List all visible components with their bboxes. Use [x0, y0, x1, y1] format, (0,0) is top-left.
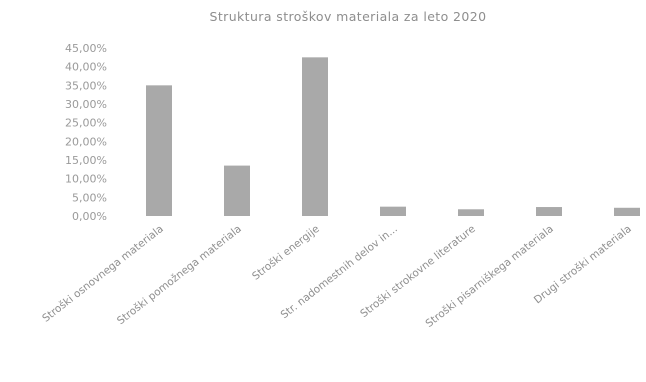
bar [536, 207, 562, 216]
bar [458, 209, 484, 216]
y-tick-label: 25,00% [65, 117, 107, 130]
chart-title: Struktura stroškov materiala za leto 202… [210, 9, 487, 24]
bar [302, 57, 328, 217]
bar [380, 206, 406, 216]
y-tick-label: 5,00% [72, 191, 107, 204]
x-tick-label: Stroški osnovnega materiala [40, 223, 166, 325]
x-tick-label: Stroški pomožnega materiala [115, 223, 244, 327]
bar [224, 165, 250, 216]
bar [146, 85, 172, 216]
y-tick-label: 45,00% [65, 42, 107, 55]
x-tick-label: Stroški energije [250, 223, 322, 283]
y-tick-label: 20,00% [65, 135, 107, 148]
y-tick-label: 35,00% [65, 79, 107, 92]
bar-series [146, 57, 640, 217]
y-tick-label: 40,00% [65, 61, 107, 74]
bar [614, 207, 640, 216]
y-tick-label: 0,00% [72, 210, 107, 223]
x-tick-label: Stroški pisarniškega materiala [423, 223, 555, 330]
y-tick-label: 30,00% [65, 98, 107, 111]
y-tick-label: 10,00% [65, 173, 107, 186]
y-axis: 45,00% 40,00% 35,00% 30,00% 25,00% 20,00% 15,0… [65, 42, 107, 223]
y-tick-label: 15,00% [65, 154, 107, 167]
